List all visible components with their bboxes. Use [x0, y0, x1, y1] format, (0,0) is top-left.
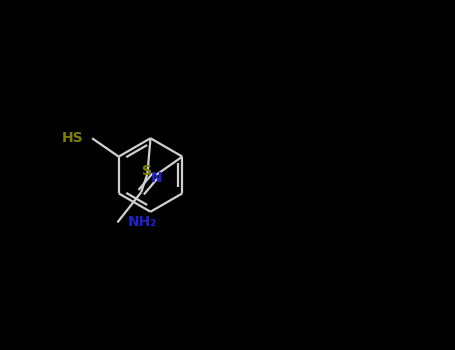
Text: HS: HS [62, 131, 83, 145]
Text: S: S [142, 164, 152, 178]
Text: N: N [151, 172, 163, 186]
Text: NH₂: NH₂ [127, 215, 157, 229]
